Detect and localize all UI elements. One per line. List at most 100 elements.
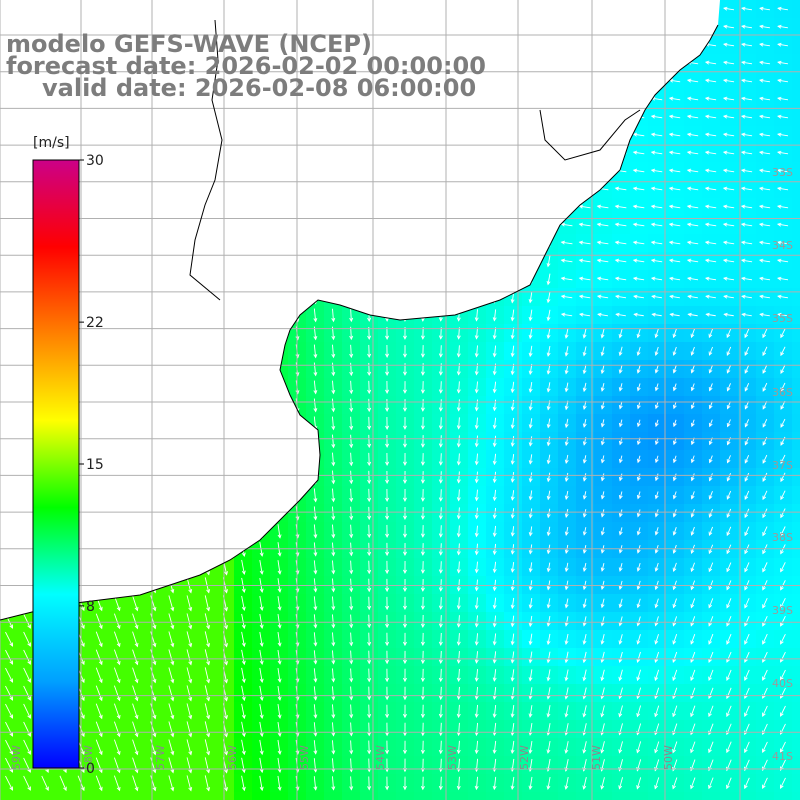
wind-arrow [777,60,789,65]
lon-label-54W: 54W [374,745,387,770]
wind-arrow [668,168,681,173]
speed-cell [54,792,73,800]
speed-cell [36,792,55,800]
wind-arrow [759,78,771,83]
speed-cell [792,306,800,325]
speed-cell [108,792,127,800]
speed-cell [792,396,800,415]
wind-arrow [740,150,753,155]
wind-arrow [777,42,789,47]
lon-label-56W: 56W [226,745,239,770]
speed-cell [306,792,325,800]
speed-cell [18,792,37,800]
wind-arrow [650,150,663,155]
lon-label-57W: 57W [154,745,167,770]
lat-label-37S: 37S [772,459,793,472]
wind-arrow [722,96,735,101]
wind-arrow [704,150,717,155]
speed-cell [792,630,800,649]
speed-cell [378,792,397,800]
lon-label-52W: 52W [518,745,531,770]
speed-cell [792,108,800,127]
speed-cell [558,792,577,800]
wind-arrow [650,132,663,137]
speed-cell [792,738,800,757]
speed-cell [792,720,800,739]
wind-arrow [777,96,789,101]
speed-cell [792,774,800,793]
wind-arrow [632,168,645,173]
wind-arrow [722,60,735,65]
speed-cell [90,792,109,800]
lat-label-33S: 33S [772,166,793,179]
lat-label-36S: 36S [772,386,793,399]
colorbar-gradient [32,159,80,769]
wind-arrow [777,114,789,119]
speed-cell [792,270,800,289]
lat-label-39S: 39S [772,604,793,617]
speed-cell [540,792,559,800]
wind-arrow [668,132,681,137]
wind-arrow [686,114,699,119]
wind-arrow [740,96,753,101]
wind-arrow [776,150,789,155]
wind-arrow [722,114,735,119]
speed-cell [792,486,800,505]
wind-arrow [704,78,717,83]
speed-cell [792,0,800,19]
speed-cell [792,612,800,631]
wind-arrow [741,60,753,65]
speed-cell [792,90,800,109]
speed-cell [792,558,800,577]
speed-cell [612,792,631,800]
speed-cell [792,756,800,775]
wind-arrow [614,186,627,191]
speed-cell [180,792,199,800]
wind-arrow [650,168,663,173]
speed-cell [792,252,800,271]
wind-arrow [722,132,735,137]
wind-arrow [776,168,789,173]
speed-cell [216,792,235,800]
lon-label-53W: 53W [446,745,459,770]
wind-arrow [686,168,699,173]
wind-arrow [759,96,771,101]
speed-cell [666,792,685,800]
speed-cell [792,432,800,451]
speed-cell [702,792,721,800]
wind-arrow [704,132,717,137]
lat-label-38S: 38S [772,531,793,544]
wind-arrow [759,6,771,11]
wind-arrow [704,114,717,119]
speed-cell [342,792,361,800]
speed-cell [756,792,775,800]
wind-arrow [740,78,753,83]
speed-cell [792,702,800,721]
speed-cell [324,792,343,800]
wind-arrow [777,24,788,29]
speed-cell [594,792,613,800]
speed-cell [270,792,289,800]
wind-arrow [740,132,753,137]
speed-cell [450,792,469,800]
speed-cell [738,792,757,800]
speed-cell [792,684,800,703]
wind-arrow [686,96,699,101]
wind-arrow [741,6,753,11]
wind-arrow [668,96,681,101]
title-valid-date: valid date: 2026-02-08 06:00:00 [42,74,477,102]
wind-arrow [759,60,771,65]
speed-cell [792,414,800,433]
speed-cell [774,792,793,800]
speed-cell [792,126,800,145]
lat-label-40S: 40S [772,677,793,690]
speed-cell [414,792,433,800]
lat-label-35S: 35S [772,312,793,325]
wind-arrow [740,168,753,173]
lon-label-55W: 55W [298,745,311,770]
wind-arrow [758,150,771,155]
lat-label-34S: 34S [772,239,793,252]
speed-cell [396,792,415,800]
speed-cell [792,360,800,379]
